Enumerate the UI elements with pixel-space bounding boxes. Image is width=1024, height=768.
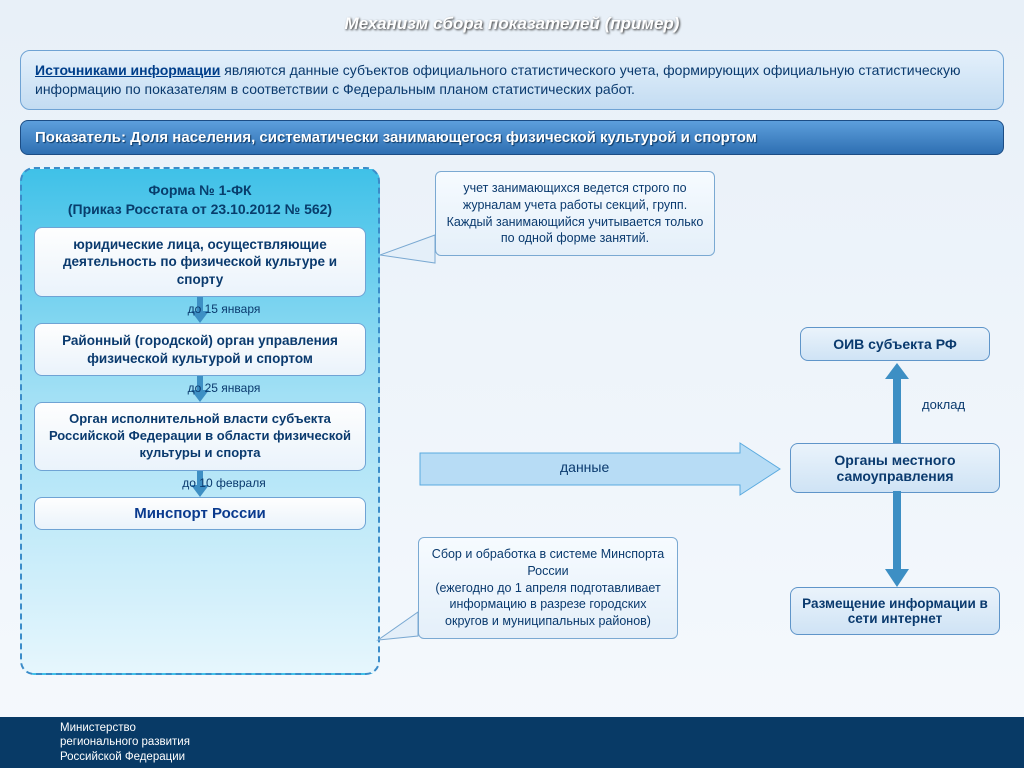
diagram-area: Форма № 1-ФК (Приказ Росстата от 23.10.2…: [20, 167, 1004, 687]
box-oiv: ОИВ субъекта РФ: [800, 327, 990, 361]
callout-bottom-pointer: [378, 612, 423, 652]
left-panel: Форма № 1-ФК (Приказ Росстата от 23.10.2…: [20, 167, 380, 675]
flow-box-district: Районный (городской) орган управления фи…: [34, 323, 366, 376]
footer-line2: регионального развития: [60, 735, 1024, 749]
box-internet: Размещение информации в сети интернет: [790, 587, 1000, 635]
flow-box-minsport: Минспорт России: [34, 497, 366, 531]
report-label: доклад: [922, 397, 965, 412]
arrow-up-icon: [885, 363, 909, 443]
box-local-gov: Органы местного самоуправления: [790, 443, 1000, 493]
indicator-bar: Показатель: Доля населения, систематичес…: [20, 120, 1004, 155]
flow-arrow-1-label: до 15 января: [188, 302, 261, 316]
footer-line3: Российской Федерации: [60, 750, 1024, 764]
callout-top-pointer: [380, 235, 440, 275]
flow-box-legal-entities: юридические лица, осуществляющие деятель…: [34, 227, 366, 298]
footer-line1: Министерство: [60, 721, 1024, 735]
callout-accounting: учет занимающихся ведется строго по журн…: [435, 171, 715, 257]
info-lead: Источниками информации: [35, 62, 220, 78]
footer: Министерство регионального развития Росс…: [0, 717, 1024, 768]
flow-arrow-1: до 15 января: [34, 297, 366, 323]
callout-processing: Сбор и обработка в системе Минспорта Рос…: [418, 537, 678, 639]
flow-arrow-2-label: до 25 января: [188, 381, 261, 395]
form-number: Форма № 1-ФК: [38, 181, 362, 200]
flow-box-exec-authority: Орган исполнительной власти субъекта Рос…: [34, 402, 366, 471]
form-order: (Приказ Росстата от 23.10.2012 № 562): [38, 200, 362, 219]
flow-arrow-2: до 25 января: [34, 376, 366, 402]
page-title: Механизм сбора показателей (пример): [0, 0, 1024, 44]
left-panel-header: Форма № 1-ФК (Приказ Росстата от 23.10.2…: [34, 179, 366, 227]
flow-arrow-3: до 10 февраля: [34, 471, 366, 497]
arrow-down-icon: [885, 491, 909, 587]
info-box: Источниками информации являются данные с…: [20, 50, 1004, 110]
data-label: данные: [560, 459, 609, 475]
flow-arrow-3-label: до 10 февраля: [182, 476, 265, 490]
